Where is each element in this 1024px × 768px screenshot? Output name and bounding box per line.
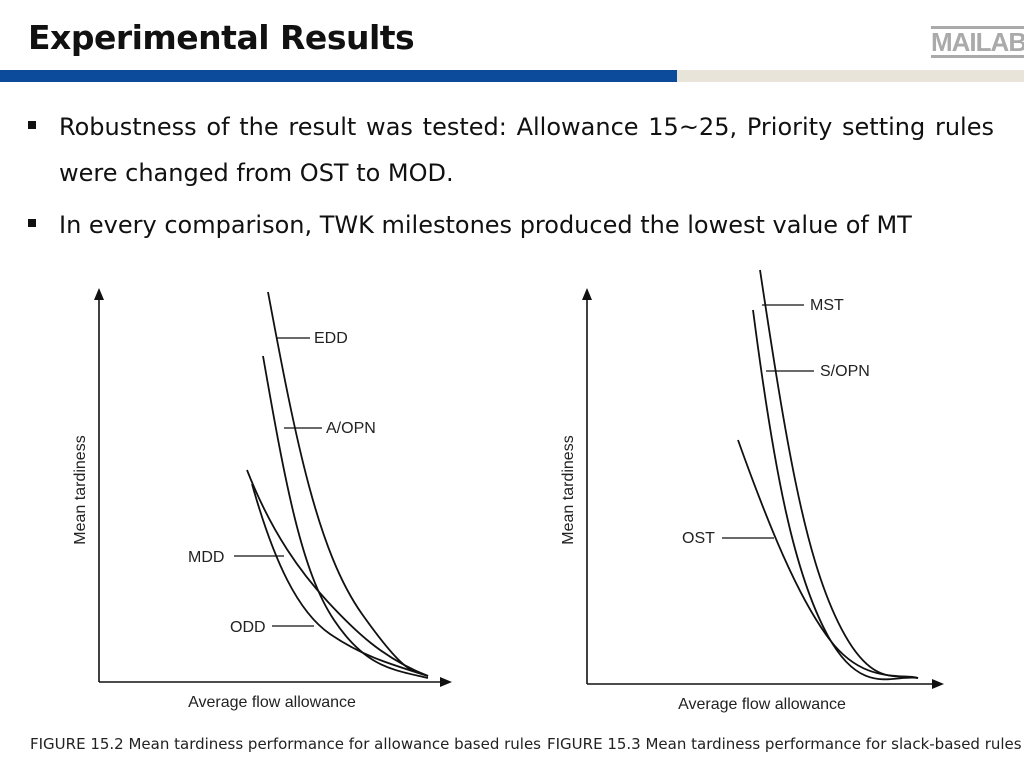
header-secondary-bar [677,70,1024,82]
curve-label-odd: ODD [230,619,266,636]
x-axis-label: Average flow allowance [188,694,356,711]
figure-15-2-caption: FIGURE 15.2 Mean tardiness performance f… [30,735,541,753]
curve-label-s-opn: S/OPN [820,363,870,380]
y-axis-arrow-icon [582,288,592,300]
mailab-logo: MAILAB [930,24,1024,58]
bullet-item: In every comparison, TWK milestones prod… [28,202,994,248]
y-axis-label: Mean tardiness [72,435,89,544]
curve-label-edd: EDD [314,330,348,347]
curve-mst [759,269,919,679]
curve-odd [251,483,429,677]
figure-15-3: MST S/OPN OST Mean tardiness Average flo… [548,262,968,726]
bullet-item: Robustness of the result was tested: All… [28,104,994,196]
curve-label-ost: OST [682,530,715,547]
y-axis-arrow-icon [94,288,104,300]
bullet-marker-icon [28,219,36,227]
header-accent-bar [0,70,677,82]
bullet-text: In every comparison, TWK milestones prod… [59,211,912,239]
y-axis-label: Mean tardiness [560,435,577,544]
curve-s-opn [752,309,919,681]
curve-mdd [246,469,429,677]
logo-text: MAILAB [931,26,1024,58]
curve-label-mdd: MDD [188,549,224,566]
x-axis-arrow-icon [932,679,944,689]
x-axis-arrow-icon [440,677,452,687]
slide-title: Experimental Results [28,18,415,57]
bullet-marker-icon [28,121,36,129]
figure-15-2: EDD A/OPN MDD ODD Mean tardiness Average… [60,262,480,726]
curve-label-a-opn: A/OPN [326,420,376,437]
figure-15-2-plot: EDD A/OPN MDD ODD Mean tardiness Average… [72,288,452,711]
bullet-list: Robustness of the result was tested: All… [28,104,994,254]
curve-a-opn [262,355,429,679]
curve-label-mst: MST [810,297,844,314]
curve-edd [267,291,429,677]
figure-15-3-plot: MST S/OPN OST Mean tardiness Average flo… [560,269,944,713]
x-axis-label: Average flow allowance [678,696,846,713]
bullet-text: Robustness of the result was tested: All… [59,113,994,187]
curve-ost [737,439,919,679]
figure-15-3-caption: FIGURE 15.3 Mean tardiness performance f… [547,735,1022,753]
